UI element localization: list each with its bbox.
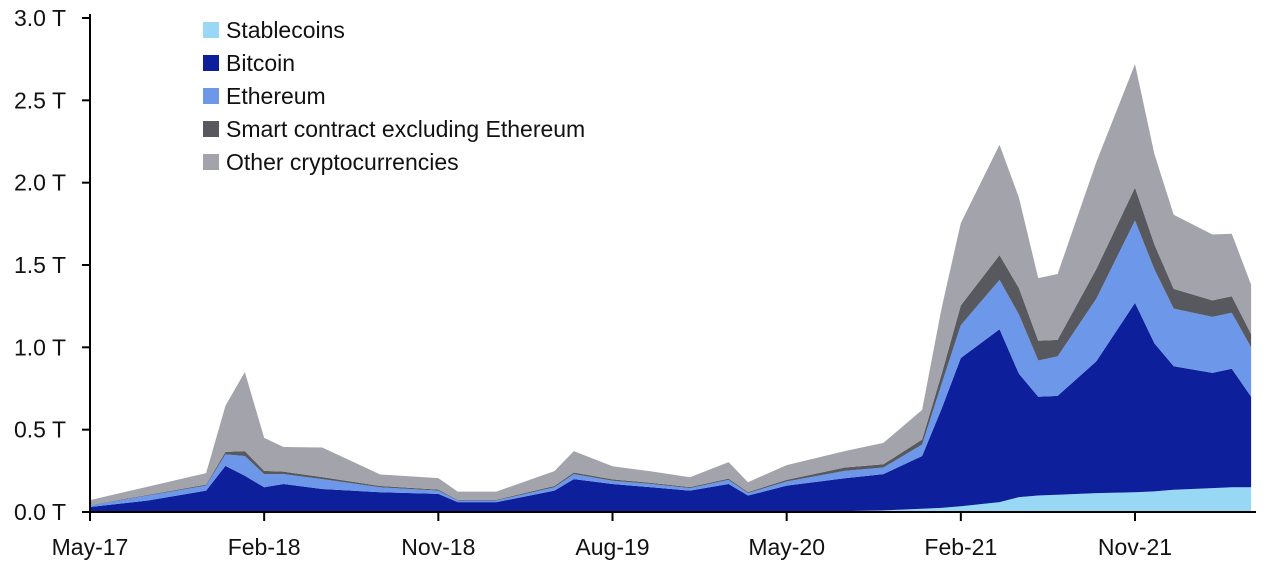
y-tick-label: 1.0 T [14, 334, 66, 360]
area-other-cryptocurrencies [90, 64, 1252, 506]
area-bitcoin [90, 302, 1252, 512]
legend-label: Smart contract excluding Ethereum [226, 116, 585, 142]
x-tick-label: Feb-21 [924, 534, 997, 560]
y-tick-label: 1.5 T [14, 252, 66, 278]
y-tick-label: 2.0 T [14, 170, 66, 196]
x-tick-label: Aug-19 [575, 534, 649, 560]
area-ethereum [90, 220, 1252, 508]
y-tick-label: 2.5 T [14, 87, 66, 113]
x-tick-label: Feb-18 [228, 534, 301, 560]
area-layers [90, 64, 1252, 512]
legend-label: Other cryptocurrencies [226, 149, 459, 175]
area-stablecoins [90, 487, 1252, 512]
legend: Stablecoins Bitcoin Ethereum Smart contract… [203, 17, 585, 175]
legend-label: Stablecoins [226, 17, 345, 43]
legend-swatch [203, 22, 219, 38]
legend-label: Ethereum [226, 83, 326, 109]
legend-swatch [203, 121, 219, 137]
legend-swatch [203, 88, 219, 104]
area-smart-contract-excluding-ethereum [90, 187, 1252, 506]
y-axis-ticks: 0.0 T 0.5 T 1.0 T 1.5 T 2.0 T 2.5 T 3.0 T [14, 5, 90, 525]
legend-swatch [203, 55, 219, 71]
x-tick-label: Nov-18 [401, 534, 475, 560]
y-tick-label: 3.0 T [14, 5, 66, 31]
x-axis-ticks: May-17 Feb-18 Nov-18 Aug-19 May-20 Feb-21 Nov-… [52, 512, 1172, 560]
legend-swatch [203, 154, 219, 170]
x-tick-label: Nov-21 [1098, 534, 1172, 560]
y-tick-label: 0.5 T [14, 417, 66, 443]
x-tick-label: May-20 [748, 534, 825, 560]
legend-label: Bitcoin [226, 50, 295, 76]
x-tick-label: May-17 [52, 534, 129, 560]
y-tick-label: 0.0 T [14, 499, 66, 525]
